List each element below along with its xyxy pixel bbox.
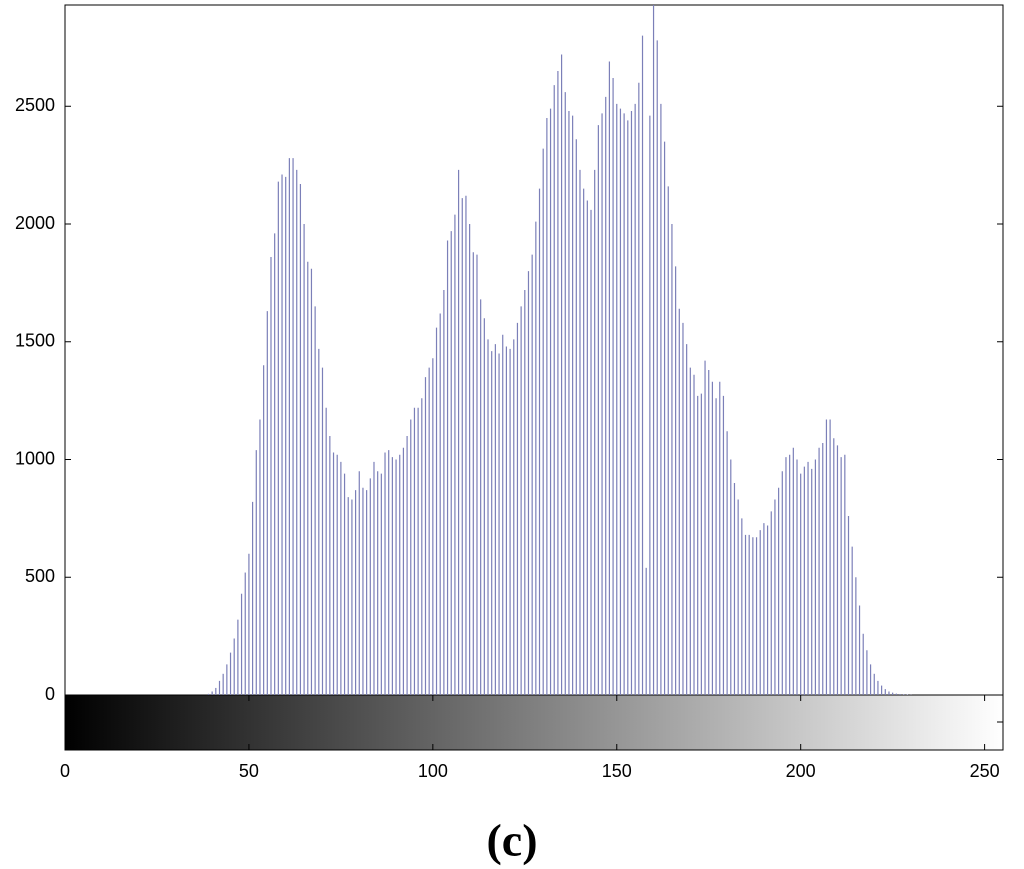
y-tick-label: 500 (25, 566, 55, 586)
x-tick-label: 0 (60, 761, 70, 781)
x-tick-label: 150 (602, 761, 632, 781)
y-tick-label: 1500 (15, 331, 55, 351)
axes-frame (64, 4, 1004, 751)
x-tick-label: 50 (239, 761, 259, 781)
y-tick-label: 0 (45, 684, 55, 704)
y-tick-label: 2000 (15, 213, 55, 233)
gray-colorbar (65, 695, 1003, 750)
y-tick-label: 2500 (15, 95, 55, 115)
x-tick-label: 200 (786, 761, 816, 781)
caption: (c) (486, 815, 537, 866)
x-tick-label: 250 (970, 761, 1000, 781)
x-tick-label: 100 (418, 761, 448, 781)
y-tick-label: 1000 (15, 448, 55, 468)
